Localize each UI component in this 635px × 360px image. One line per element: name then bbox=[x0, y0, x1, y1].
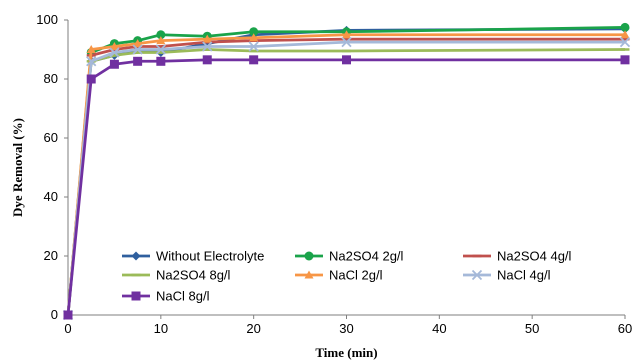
legend-label: NaCl 4g/l bbox=[497, 268, 551, 283]
data-point bbox=[86, 74, 96, 84]
data-point bbox=[86, 45, 96, 53]
y-tick-label: 20 bbox=[44, 248, 58, 263]
data-point bbox=[249, 55, 259, 65]
marker-stroke bbox=[86, 56, 97, 67]
legend-item: Without Electrolyte bbox=[122, 249, 264, 264]
data-point bbox=[619, 36, 631, 48]
data-point bbox=[156, 56, 166, 66]
series-6 bbox=[63, 55, 630, 320]
y-tick-label: 0 bbox=[51, 307, 58, 322]
y-tick-label: 100 bbox=[36, 12, 58, 27]
data-point bbox=[109, 59, 119, 69]
data-point bbox=[341, 36, 352, 48]
data-point bbox=[249, 33, 259, 42]
legend: Without Electrolyte Na2SO4 2g/l Na2SO4 4g/… bbox=[122, 249, 572, 304]
legend-item: NaCl 8g/l bbox=[122, 289, 210, 304]
legend-label: Na2SO4 2g/l bbox=[329, 249, 404, 264]
data-point bbox=[109, 42, 119, 51]
marker-stroke bbox=[155, 44, 166, 55]
marker-stroke bbox=[132, 44, 143, 55]
data-point bbox=[132, 44, 143, 55]
data-point bbox=[202, 41, 213, 52]
x-tick-label: 30 bbox=[339, 321, 353, 336]
data-point bbox=[202, 34, 212, 43]
legend-item: Na2SO4 2g/l bbox=[295, 249, 404, 264]
data-point bbox=[342, 30, 351, 39]
legend-label: Na2SO4 4g/l bbox=[497, 249, 572, 264]
y-axis-title: Dye Removal (%) bbox=[10, 118, 25, 217]
data-point bbox=[620, 55, 630, 65]
legend-label: NaCl 2g/l bbox=[329, 268, 383, 283]
x-tick-label: 20 bbox=[246, 321, 260, 336]
series-4 bbox=[63, 30, 630, 319]
data-point bbox=[86, 56, 97, 67]
x-tick-label: 50 bbox=[525, 321, 539, 336]
legend-item: NaCl 4g/l bbox=[463, 268, 551, 283]
x-tick-label: 40 bbox=[432, 321, 446, 336]
marker-stroke bbox=[341, 36, 352, 48]
series-layer bbox=[62, 22, 631, 321]
data-point bbox=[620, 30, 630, 39]
y-tick-label: 40 bbox=[44, 189, 58, 204]
axes: 0 20 40 60 80 100 0 10 20 30 40 50 60 bbox=[36, 12, 632, 336]
legend-label: Without Electrolyte bbox=[156, 249, 264, 264]
legend-swatch-marker bbox=[471, 269, 483, 281]
marker-stroke bbox=[471, 269, 483, 281]
legend-swatch-marker bbox=[304, 270, 314, 279]
data-point bbox=[109, 47, 120, 58]
legend-swatch-marker bbox=[304, 251, 314, 261]
data-point bbox=[133, 56, 143, 66]
data-point bbox=[155, 44, 166, 55]
marker-stroke bbox=[109, 47, 120, 58]
legend-item: Na2SO4 4g/l bbox=[463, 249, 572, 264]
data-point bbox=[620, 22, 630, 32]
data-point bbox=[249, 27, 259, 37]
data-point bbox=[248, 41, 259, 52]
marker-stroke bbox=[619, 36, 631, 48]
legend-item: Na2SO4 8g/l bbox=[122, 268, 231, 283]
x-axis-title: Time (min) bbox=[315, 345, 377, 360]
data-point bbox=[133, 39, 143, 48]
legend-item: NaCl 2g/l bbox=[295, 268, 383, 283]
legend-swatch-marker bbox=[131, 291, 141, 301]
data-point bbox=[156, 36, 166, 45]
data-point bbox=[202, 55, 212, 65]
y-tick-label: 60 bbox=[44, 130, 58, 145]
x-tick-label: 0 bbox=[64, 321, 71, 336]
data-point bbox=[63, 310, 73, 320]
legend-swatch-marker bbox=[131, 251, 141, 261]
legend-label: Na2SO4 8g/l bbox=[156, 268, 231, 283]
marker-stroke bbox=[202, 41, 213, 52]
data-point bbox=[156, 30, 166, 40]
legend-label: NaCl 8g/l bbox=[156, 289, 210, 304]
data-point bbox=[342, 55, 351, 65]
marker-stroke bbox=[248, 41, 259, 52]
x-tick-label: 60 bbox=[618, 321, 632, 336]
x-tick-label: 10 bbox=[154, 321, 168, 336]
y-tick-label: 80 bbox=[44, 71, 58, 86]
